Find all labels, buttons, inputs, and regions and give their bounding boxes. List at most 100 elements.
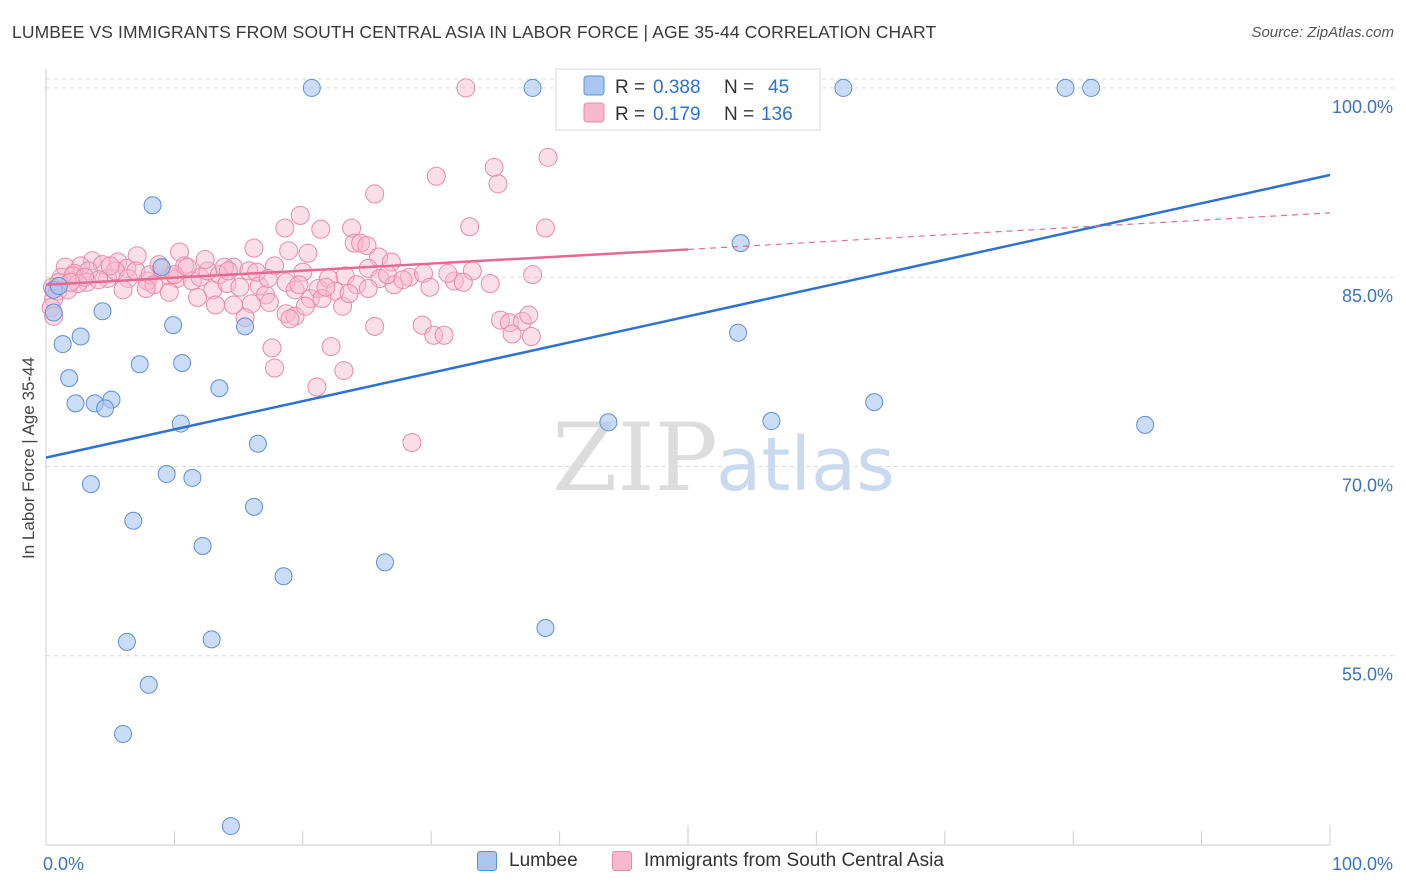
blue-series-points	[44, 78, 1155, 836]
blue-point	[81, 475, 100, 494]
blue-point	[536, 618, 555, 637]
pink-point	[159, 282, 179, 302]
pink-point	[136, 279, 156, 299]
legend-swatch-immigrants	[612, 851, 632, 871]
blue-point	[762, 412, 781, 431]
pink-point	[426, 166, 446, 186]
pink-point	[480, 274, 500, 294]
pink-point	[100, 256, 120, 276]
pink-series-points	[41, 78, 589, 452]
pink-trend-line	[45, 248, 689, 287]
pink-point	[290, 205, 310, 225]
blue-point	[1136, 415, 1155, 434]
pink-point	[393, 270, 413, 290]
pink-point	[535, 218, 555, 238]
pink-point	[177, 257, 197, 277]
pink-point	[244, 238, 264, 258]
pink-point	[218, 261, 238, 281]
pink-point	[127, 246, 147, 266]
x-tick-label: 0.0%	[43, 854, 84, 874]
pink-point	[265, 256, 285, 276]
blue-point	[1082, 78, 1101, 97]
blue-point	[93, 302, 112, 321]
blue-point	[236, 317, 255, 336]
blue-point	[143, 196, 162, 215]
pink-point	[113, 280, 133, 300]
legend-item-lumbee: Lumbee	[477, 850, 578, 872]
blue-point	[245, 497, 264, 516]
y-tick-label: 55.0%	[1342, 665, 1393, 685]
pink-point	[402, 432, 422, 452]
legend-item-immigrants: Immigrants from South Central Asia	[612, 850, 944, 872]
source-label: Source: ZipAtlas.com	[1251, 24, 1394, 41]
pink-point	[239, 261, 259, 281]
chart-title: LUMBEE VS IMMIGRANTS FROM SOUTH CENTRAL …	[12, 22, 937, 42]
legend-label-lumbee: Lumbee	[509, 850, 578, 871]
grid-lines	[46, 78, 1395, 657]
pink-trend-extension	[687, 212, 1331, 251]
pink-point	[384, 275, 404, 295]
blue-point	[49, 277, 68, 296]
legend-label-immigrants: Immigrants from South Central Asia	[644, 850, 944, 871]
legend-swatch-lumbee	[477, 851, 497, 871]
pink-point	[357, 236, 377, 256]
blue-point	[865, 393, 884, 412]
pink-point	[280, 309, 300, 329]
pink-point	[316, 277, 336, 297]
legend-r-value-pink: 0.179	[653, 104, 701, 125]
legend-n-label-pink: N =	[724, 104, 754, 125]
legend-n-label-blue: N =	[724, 77, 754, 98]
pink-point	[312, 289, 332, 309]
blue-point	[173, 353, 192, 372]
blue-point	[248, 434, 267, 453]
blue-point	[117, 632, 136, 651]
legend-n-value-blue: 45	[768, 77, 789, 98]
pink-point	[434, 325, 454, 345]
pink-point	[342, 218, 362, 238]
blue-point	[152, 258, 171, 277]
blue-point	[193, 536, 212, 555]
pink-point	[279, 241, 299, 261]
pink-point	[289, 275, 309, 295]
blue-point	[599, 413, 618, 432]
legend-r-value-blue: 0.388	[653, 77, 701, 98]
blue-point	[375, 553, 394, 572]
pink-point	[205, 295, 225, 315]
blue-point	[274, 567, 293, 586]
pink-point	[456, 78, 476, 98]
blue-point	[731, 234, 750, 253]
pink-point	[82, 251, 102, 271]
series-legend: Lumbee Immigrants from South Central Asi…	[0, 850, 1406, 880]
blue-point	[302, 78, 321, 97]
blue-point	[729, 323, 748, 342]
blue-point	[53, 335, 72, 354]
pink-point	[339, 284, 359, 304]
pink-point	[519, 305, 539, 325]
blue-point	[183, 468, 202, 487]
pink-point	[365, 184, 385, 204]
watermark: ZIP atlas	[552, 404, 895, 513]
pink-point	[502, 324, 522, 344]
y-axis-label: In Labor Force | Age 35-44	[19, 357, 38, 559]
pink-point	[333, 296, 353, 316]
blue-point	[60, 369, 79, 388]
y-tick-label: 100.0%	[1332, 97, 1393, 117]
pink-point	[523, 265, 543, 285]
blue-point	[130, 355, 149, 374]
blue-point	[202, 630, 221, 649]
pink-point	[453, 272, 473, 292]
pink-point	[460, 217, 480, 237]
legend-n-value-pink: 136	[761, 104, 793, 125]
y-tick-label: 85.0%	[1342, 286, 1393, 306]
blue-point	[139, 675, 158, 694]
trend-lines	[45, 173, 1331, 459]
pink-point	[262, 338, 282, 358]
legend-r-label-pink: R =	[615, 104, 645, 125]
blue-point	[523, 78, 542, 97]
pink-point	[275, 218, 295, 238]
blue-point	[157, 465, 176, 484]
x-tick-labels: 0.0% 100.0%	[43, 854, 1393, 874]
pink-point	[334, 361, 354, 381]
pink-point	[285, 280, 305, 300]
blue-point	[834, 78, 853, 97]
